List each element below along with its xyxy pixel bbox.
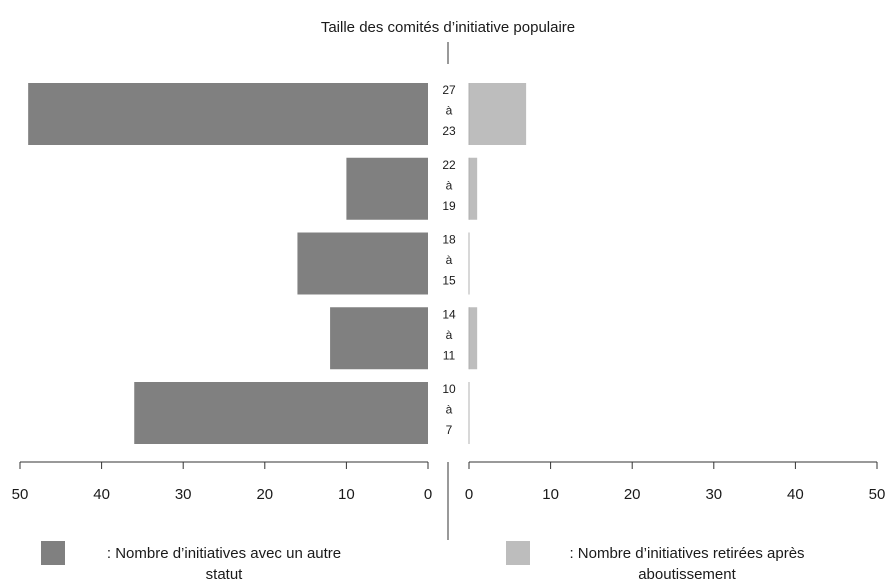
left-tick-label: 40 — [93, 486, 110, 503]
legend-label: : Nombre d’initiatives avec un autre — [107, 545, 341, 562]
category-label: à — [446, 328, 453, 342]
right-tick-label: 20 — [624, 486, 641, 503]
right-tick-label: 10 — [542, 486, 559, 503]
legend-swatch — [41, 541, 65, 565]
left-tick-label: 0 — [424, 486, 432, 503]
category-label: 11 — [443, 348, 456, 362]
bar-left — [134, 382, 429, 444]
legend-label-continued: aboutissement — [638, 566, 736, 583]
legend-label-continued: statut — [206, 566, 244, 583]
bar-right — [469, 83, 527, 145]
bar-left — [297, 232, 428, 295]
bar-right — [469, 307, 478, 370]
category-label: à — [446, 104, 453, 118]
category-labels: 27 à 23 22 à 19 18 à 15 14 à 11 10 à 7 — [442, 83, 456, 437]
category-label: 22 — [442, 158, 456, 172]
right-tick-label: 50 — [869, 486, 886, 503]
category-label: 23 — [442, 124, 456, 138]
bar-left — [346, 157, 428, 220]
legend-label: : Nombre d’initiatives retirées après — [569, 545, 804, 562]
category-label: 27 — [442, 83, 456, 97]
chart-title: Taille des comités d’initiative populair… — [321, 19, 575, 36]
right-tick-label: 0 — [465, 486, 473, 503]
right-tick-label: 40 — [787, 486, 804, 503]
category-label: à — [446, 253, 453, 267]
category-label: 14 — [442, 307, 456, 321]
left-tick-label: 30 — [175, 486, 192, 503]
legend: : Nombre d’initiatives avec un autre stat… — [41, 541, 805, 583]
category-label: 7 — [446, 423, 453, 437]
left-tick-label: 10 — [338, 486, 355, 503]
category-label: 19 — [442, 199, 456, 213]
bar-right — [469, 157, 478, 220]
left-tick-label: 20 — [256, 486, 273, 503]
category-label: 18 — [442, 233, 456, 247]
axes-layer: 0 0 10 10 20 20 30 30 40 40 50 50 — [12, 461, 886, 503]
legend-swatch — [506, 541, 530, 565]
category-label: à — [446, 178, 453, 192]
category-label: à — [446, 403, 453, 417]
category-label: 10 — [442, 382, 456, 396]
bar-left — [28, 83, 428, 145]
bars-layer — [28, 83, 527, 444]
left-tick-label: 50 — [12, 486, 29, 503]
right-tick-label: 30 — [705, 486, 722, 503]
bar-left — [330, 307, 428, 370]
category-label: 15 — [442, 274, 456, 288]
